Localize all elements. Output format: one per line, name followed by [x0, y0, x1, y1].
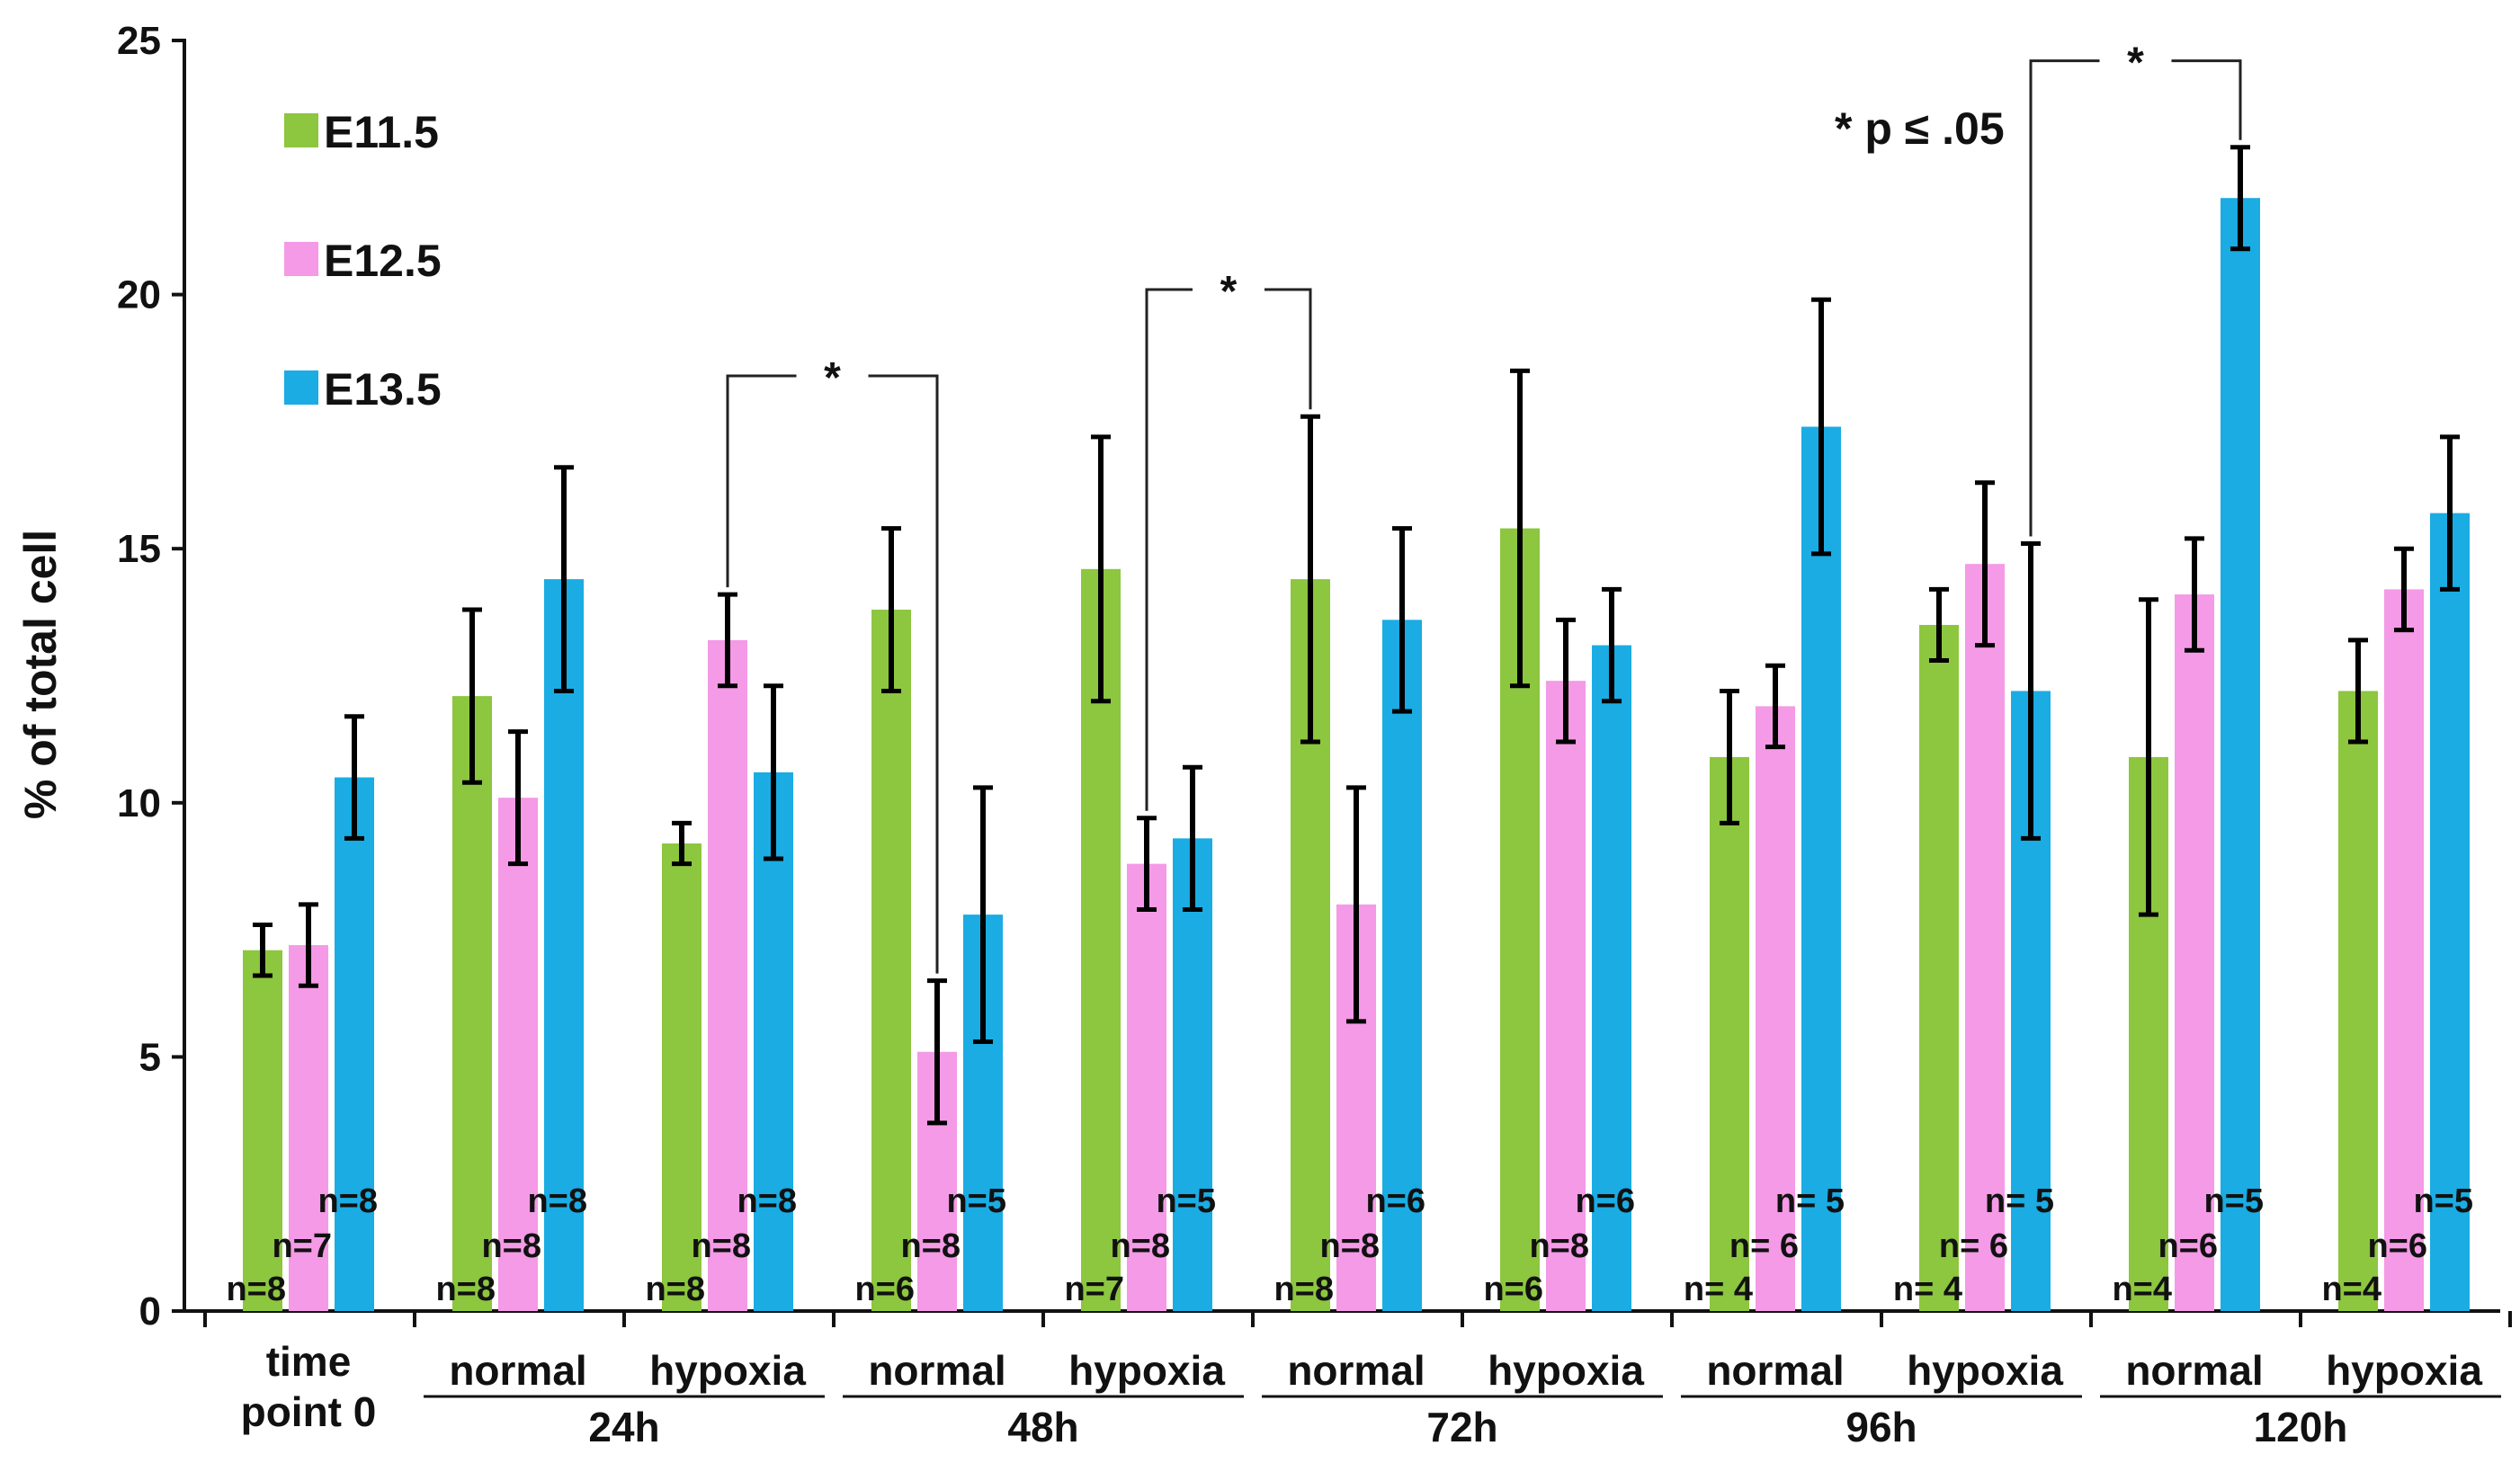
- sample-size-label: n=8: [226, 1271, 286, 1308]
- time-point-label: 24h: [588, 1404, 659, 1450]
- sample-size-label: n= 6: [1729, 1227, 1799, 1265]
- condition-label: normal: [868, 1347, 1005, 1394]
- bar-e11-5: [871, 610, 911, 1311]
- sample-size-label: n=7: [1064, 1271, 1124, 1308]
- sample-size-label: n=8: [481, 1227, 541, 1265]
- sample-size-label: n= 5: [1985, 1182, 2054, 1220]
- time-point-label: 72h: [1426, 1404, 1497, 1450]
- bar-e13-5: [2430, 513, 2470, 1311]
- significance-star: *: [824, 354, 841, 402]
- sample-size-label: n=5: [2203, 1182, 2264, 1220]
- bar-e13-5: [2221, 198, 2260, 1311]
- sample-size-label: n=8: [737, 1182, 797, 1220]
- sample-size-label: n=6: [1575, 1182, 1635, 1220]
- condition-label: hypoxia: [1068, 1347, 1225, 1394]
- sample-size-label: n=8: [1529, 1227, 1589, 1265]
- y-axis-label: % of total cell: [15, 530, 66, 819]
- legend-label: E13.5: [324, 364, 442, 415]
- sample-size-label: n= 4: [1893, 1271, 1962, 1308]
- legend-swatch: [284, 113, 318, 147]
- sample-size-label: n=5: [1156, 1182, 1216, 1220]
- bar-e11-5: [243, 950, 282, 1311]
- bar-e12-5: [498, 798, 538, 1311]
- bar-e11-5: [1919, 624, 1959, 1311]
- sample-size-label: n=6: [854, 1271, 915, 1308]
- sample-size-label: n=8: [1110, 1227, 1170, 1265]
- time-point-label: 120h: [2254, 1404, 2348, 1450]
- bar-e13-5: [1801, 426, 1841, 1311]
- bar-e13-5: [335, 777, 374, 1311]
- time-point-label: 96h: [1845, 1404, 1917, 1450]
- y-tick-label: 0: [139, 1289, 161, 1334]
- bar-e13-5: [1592, 645, 1631, 1311]
- bar-e12-5: [1965, 564, 2005, 1311]
- time-point-label: 48h: [1007, 1404, 1078, 1450]
- condition-label: hypoxia: [2326, 1347, 2482, 1394]
- bar-e12-5: [1127, 863, 1166, 1311]
- sample-size-label: n= 4: [1684, 1271, 1753, 1308]
- sample-size-label: n=5: [2413, 1182, 2473, 1220]
- bar-e11-5: [1710, 756, 1749, 1311]
- legend-swatch: [284, 370, 318, 405]
- sample-size-label: n=4: [2112, 1271, 2172, 1308]
- significance-bracket: [1145, 288, 1312, 811]
- bar-e12-5: [2175, 594, 2214, 1311]
- bar-e13-5: [754, 772, 793, 1311]
- sample-size-label: n=8: [691, 1227, 751, 1265]
- condition-label: time: [266, 1338, 352, 1385]
- sample-size-label: n=6: [1483, 1271, 1543, 1308]
- sample-size-label: n=4: [2321, 1271, 2381, 1308]
- sample-size-label: n=8: [435, 1271, 496, 1308]
- bar-e13-5: [1173, 838, 1212, 1311]
- sample-size-label: n=7: [272, 1227, 332, 1265]
- condition-label: hypoxia: [649, 1347, 806, 1394]
- sample-size-label: n=8: [527, 1182, 587, 1220]
- sample-size-label: n=6: [2158, 1227, 2218, 1265]
- bar-e12-5: [1756, 706, 1795, 1311]
- condition-label: point 0: [241, 1388, 377, 1435]
- legend-swatch: [284, 242, 318, 276]
- significance-annotation: * p ≤ .05: [1835, 103, 2005, 154]
- condition-label: normal: [1706, 1347, 1844, 1394]
- bar-e11-5: [452, 696, 492, 1311]
- sample-size-label: n=8: [645, 1271, 705, 1308]
- condition-label: normal: [2125, 1347, 2263, 1394]
- significance-star: *: [2127, 40, 2144, 87]
- condition-label: hypoxia: [1488, 1347, 1644, 1394]
- legend-label: E11.5: [324, 107, 439, 157]
- sample-size-label: n=5: [946, 1182, 1006, 1220]
- bar-e13-5: [1382, 620, 1422, 1311]
- bar-e13-5: [544, 579, 584, 1311]
- bar-e12-5: [708, 639, 747, 1311]
- bar-e11-5: [2338, 691, 2378, 1311]
- legend-label: E12.5: [324, 236, 442, 286]
- sample-size-label: n=8: [1319, 1227, 1380, 1265]
- sample-size-label: n=8: [317, 1182, 378, 1220]
- y-tick-label: 5: [139, 1035, 161, 1079]
- y-tick-label: 20: [117, 273, 161, 317]
- sample-size-label: n= 5: [1775, 1182, 1845, 1220]
- bar-e11-5: [662, 843, 701, 1311]
- y-tick-label: 15: [117, 527, 161, 571]
- bar-e12-5: [289, 945, 328, 1311]
- sample-size-label: n=6: [1365, 1182, 1425, 1220]
- y-tick-label: 25: [117, 19, 161, 63]
- significance-bracket: [2029, 59, 2242, 537]
- sample-size-label: n= 6: [1939, 1227, 2008, 1265]
- condition-label: hypoxia: [1907, 1347, 2063, 1394]
- bar-e12-5: [1546, 681, 1586, 1311]
- sample-size-label: n=8: [1273, 1271, 1334, 1308]
- significance-bracket: [726, 374, 939, 974]
- sample-size-label: n=6: [2367, 1227, 2427, 1265]
- significance-star: *: [1220, 268, 1238, 316]
- condition-label: normal: [1287, 1347, 1425, 1394]
- sample-size-label: n=8: [900, 1227, 961, 1265]
- condition-label: normal: [449, 1347, 586, 1394]
- bar-e12-5: [2384, 589, 2424, 1311]
- y-tick-label: 10: [117, 781, 161, 825]
